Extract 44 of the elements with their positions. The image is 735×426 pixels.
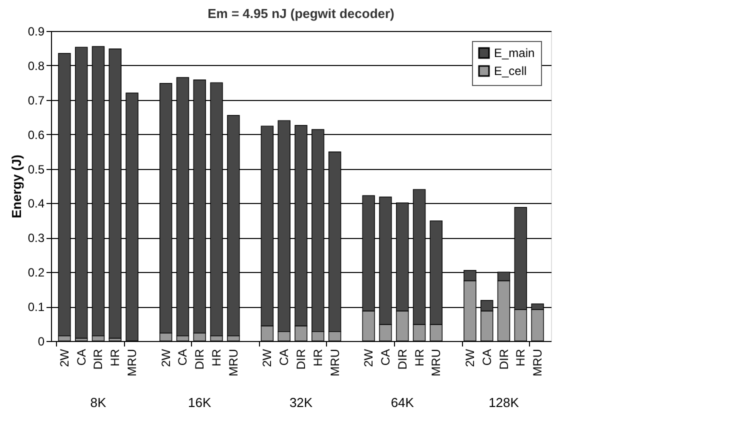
y-tick-label: 0.7: [28, 93, 45, 108]
x-tick-label: CA: [176, 349, 190, 366]
x-tick-label: 2W: [158, 348, 173, 367]
y-tick-label: 0.5: [28, 162, 45, 176]
x-tick-label: CA: [74, 349, 88, 366]
y-tick-label: 0.9: [28, 24, 45, 38]
text: 64K: [390, 395, 414, 410]
x-tick-label: HR: [108, 348, 122, 366]
x-tick-label: CA: [378, 349, 392, 366]
y-tick-label: 0.4: [28, 196, 45, 211]
x-tick-label: HR: [514, 348, 528, 366]
x-tick-label: HR: [210, 348, 224, 366]
y-tick-label: 0.8: [28, 58, 45, 73]
y-tick-label: 0.1: [28, 300, 45, 314]
x-tick-label: HR: [412, 348, 426, 366]
x-tick-label: DIR: [294, 348, 308, 370]
y-axis-title: Energy (J): [8, 154, 24, 218]
x-tick-label: MRU: [328, 349, 342, 376]
x-tick-label: MRU: [226, 349, 240, 376]
x-tick-label: CA: [480, 349, 494, 366]
chart-title: Em = 4.95 nJ (pegwit decoder): [208, 6, 394, 21]
y-tick-label: 0.6: [28, 128, 45, 142]
x-tick-label: HR: [310, 348, 325, 366]
text: 32K: [289, 395, 313, 410]
x-tick-label: MRU: [125, 349, 140, 376]
x-tick-label: 2W: [57, 348, 72, 367]
text: 16K: [188, 395, 212, 410]
legend-label: E_cell: [494, 64, 527, 78]
x-tick-label: DIR: [192, 348, 207, 370]
x-tick-label: DIR: [91, 348, 106, 370]
y-tick-label: 0.2: [28, 266, 45, 280]
legend-label: E_main: [494, 46, 535, 60]
y-tick-label: 0: [38, 334, 45, 348]
text: 128K: [488, 395, 520, 410]
y-tick-label: 0.3: [28, 231, 45, 246]
x-tick-label: CA: [277, 349, 292, 366]
x-tick-label: DIR: [395, 348, 410, 370]
x-tick-label: 2W: [260, 348, 274, 367]
x-tick-label: MRU: [530, 349, 545, 376]
x-tick-label: 2W: [362, 348, 376, 367]
x-tick-label: MRU: [429, 349, 444, 376]
x-tick-label: 2W: [462, 348, 477, 367]
text: 8K: [90, 395, 107, 410]
x-tick-label: DIR: [496, 348, 511, 370]
